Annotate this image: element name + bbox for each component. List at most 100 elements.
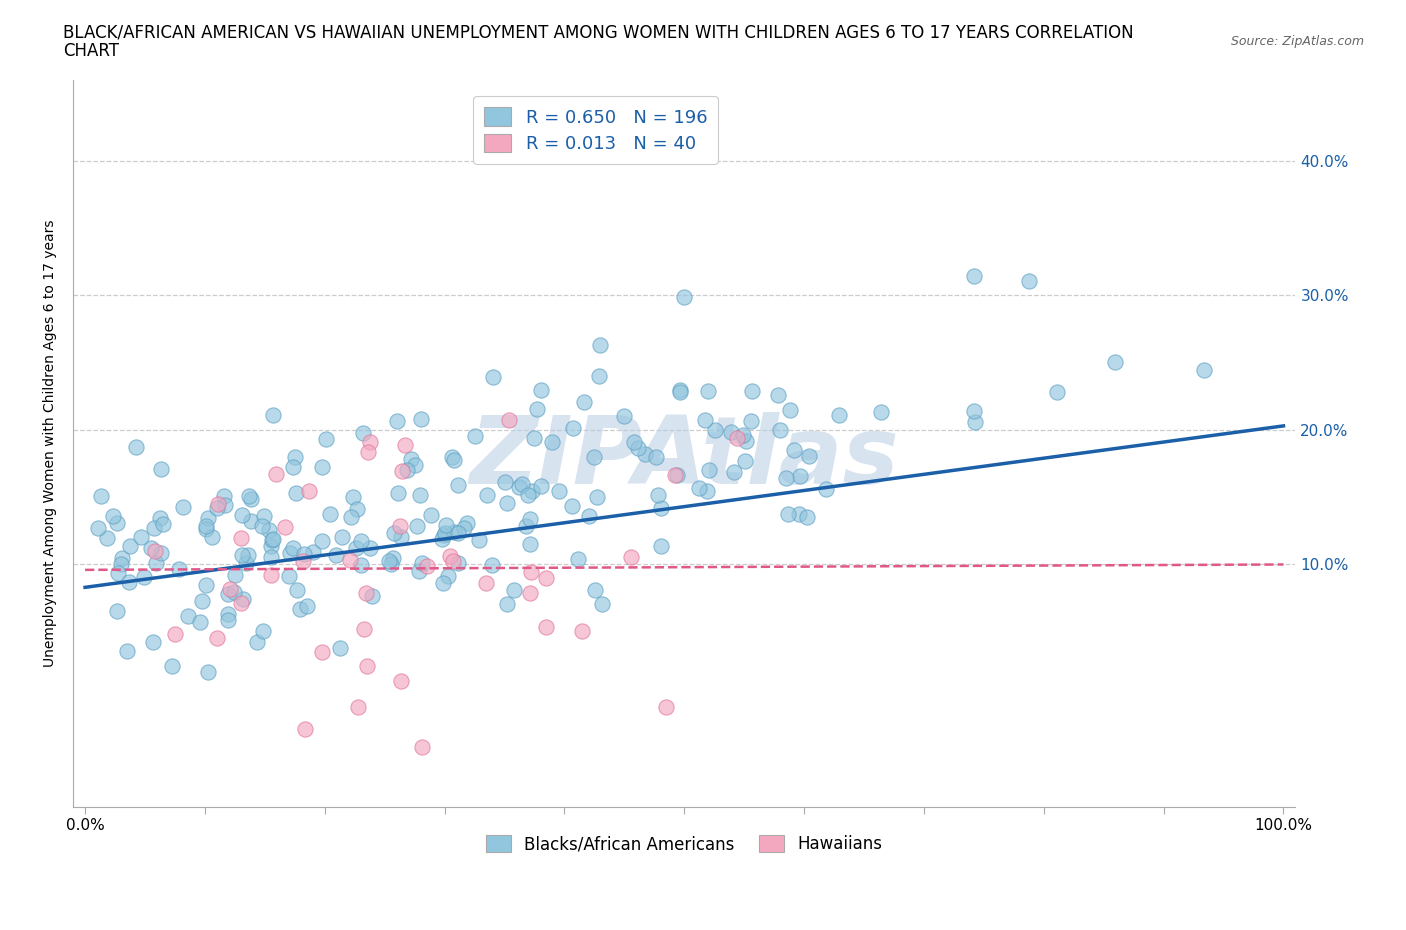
Point	[447, 478, 470, 493]
Point	[342, 489, 364, 504]
Point	[963, 404, 986, 418]
Point	[90, 488, 112, 503]
Point	[1192, 363, 1215, 378]
Point	[688, 481, 710, 496]
Point	[107, 565, 129, 580]
Point	[212, 489, 235, 504]
Point	[378, 553, 401, 568]
Point	[252, 509, 274, 524]
Point	[409, 487, 432, 502]
Point	[110, 557, 132, 572]
Point	[447, 525, 470, 540]
Point	[613, 408, 636, 423]
Point	[536, 571, 558, 586]
Point	[583, 583, 606, 598]
Point	[359, 540, 381, 555]
Point	[697, 463, 720, 478]
Point	[319, 507, 342, 522]
Point	[495, 596, 517, 611]
Point	[115, 644, 138, 658]
Point	[359, 435, 381, 450]
Point	[696, 384, 718, 399]
Point	[704, 423, 727, 438]
Point	[281, 460, 304, 475]
Point	[149, 511, 172, 525]
Point	[294, 721, 316, 736]
Point	[257, 523, 280, 538]
Point	[229, 530, 252, 545]
Point	[214, 498, 236, 512]
Point	[389, 673, 412, 688]
Point	[468, 533, 491, 548]
Point	[627, 440, 650, 455]
Point	[456, 515, 478, 530]
Point	[481, 370, 503, 385]
Point	[145, 556, 167, 571]
Point	[561, 498, 583, 513]
Point	[350, 533, 373, 548]
Point	[720, 425, 742, 440]
Point	[634, 446, 657, 461]
Point	[775, 471, 797, 485]
Point	[132, 570, 155, 585]
Point	[779, 403, 801, 418]
Point	[231, 507, 253, 522]
Point	[475, 576, 498, 591]
Point	[669, 382, 692, 397]
Point	[285, 485, 308, 500]
Point	[962, 269, 984, 284]
Point	[394, 438, 416, 453]
Point	[188, 615, 211, 630]
Point	[389, 519, 412, 534]
Point	[111, 551, 134, 565]
Point	[217, 607, 239, 622]
Point	[548, 484, 571, 498]
Point	[291, 553, 314, 568]
Point	[167, 562, 190, 577]
Point	[870, 405, 893, 419]
Point	[441, 554, 464, 569]
Point	[571, 623, 593, 638]
Point	[416, 558, 439, 573]
Point	[288, 601, 311, 616]
Point	[1104, 354, 1126, 369]
Point	[380, 556, 402, 571]
Point	[142, 634, 165, 649]
Point	[194, 578, 217, 592]
Point	[356, 658, 378, 673]
Point	[217, 586, 239, 601]
Point	[344, 541, 367, 556]
Point	[346, 501, 368, 516]
Point	[330, 530, 353, 545]
Point	[693, 413, 716, 428]
Point	[325, 547, 347, 562]
Point	[120, 538, 142, 553]
Point	[240, 492, 263, 507]
Point	[517, 487, 540, 502]
Point	[262, 531, 284, 546]
Point	[139, 540, 162, 555]
Point	[278, 546, 301, 561]
Point	[519, 586, 541, 601]
Point	[522, 483, 544, 498]
Point	[733, 428, 755, 443]
Point	[430, 532, 453, 547]
Point	[447, 555, 470, 570]
Point	[143, 544, 166, 559]
Legend: Blacks/African Americans, Hawaiians: Blacks/African Americans, Hawaiians	[479, 829, 890, 860]
Point	[572, 394, 595, 409]
Point	[789, 469, 811, 484]
Point	[647, 487, 669, 502]
Point	[523, 431, 546, 445]
Point	[1018, 273, 1040, 288]
Point	[298, 484, 321, 498]
Point	[519, 512, 541, 527]
Point	[118, 575, 141, 590]
Point	[347, 699, 370, 714]
Point	[352, 426, 374, 441]
Point	[411, 556, 433, 571]
Point	[238, 488, 260, 503]
Point	[340, 510, 363, 525]
Point	[589, 338, 612, 352]
Point	[650, 500, 672, 515]
